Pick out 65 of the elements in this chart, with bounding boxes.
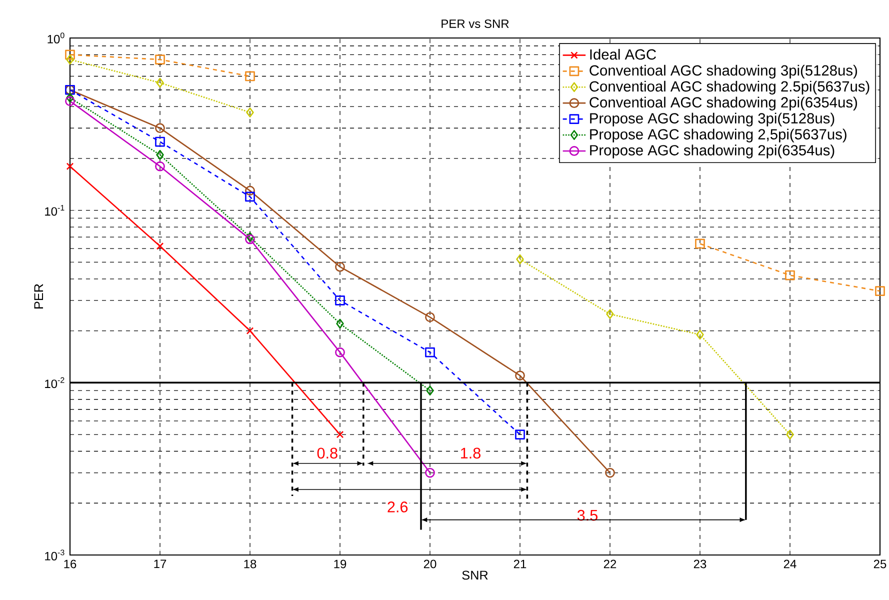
point bbox=[335, 296, 345, 306]
y-tick-label: 10$^{0}$ bbox=[48, 32, 64, 44]
point bbox=[785, 270, 795, 280]
point bbox=[156, 150, 164, 160]
legend-label: Ideal AGC bbox=[590, 48, 656, 60]
x-tick-label: 18 bbox=[244, 560, 256, 568]
x-tick-label: 19 bbox=[334, 560, 346, 568]
point bbox=[65, 50, 75, 60]
annotation: 1.8 bbox=[461, 448, 480, 459]
legend-label: Propose AGC shadowing 2,5pi(5637us) bbox=[590, 128, 846, 142]
point bbox=[696, 330, 704, 340]
y-tick-label: 10$^{-1}$ bbox=[45, 204, 64, 216]
point bbox=[246, 232, 254, 242]
point bbox=[786, 430, 794, 440]
point bbox=[336, 430, 344, 438]
point bbox=[156, 242, 164, 250]
y-tick-label: 10$^{-2}$ bbox=[45, 377, 64, 388]
x-tick-label: 16 bbox=[64, 560, 76, 568]
point bbox=[605, 468, 615, 478]
point bbox=[155, 54, 165, 64]
chart-title: PER vs SNR bbox=[442, 19, 509, 28]
point bbox=[335, 262, 345, 272]
point bbox=[425, 347, 435, 358]
legend-label: Propose AGC shadowing 2pi(6354us) bbox=[590, 144, 834, 158]
point bbox=[515, 430, 525, 440]
x-tick-label: 25 bbox=[874, 560, 886, 568]
point bbox=[425, 468, 435, 478]
legend-label: Conventioal AGC shadowing 2pi(6354us) bbox=[590, 96, 857, 110]
point bbox=[246, 327, 254, 334]
point bbox=[515, 370, 525, 380]
x-tick-label: 24 bbox=[784, 560, 796, 568]
point bbox=[66, 54, 74, 64]
legend-label: Propose AGC shadowing 3pi(5128us) bbox=[590, 112, 834, 126]
point bbox=[245, 186, 255, 196]
point bbox=[425, 312, 435, 322]
point bbox=[516, 254, 524, 264]
point bbox=[336, 318, 344, 329]
x-tick-label: 23 bbox=[694, 560, 706, 568]
point bbox=[245, 71, 255, 82]
point bbox=[875, 286, 885, 296]
point bbox=[335, 347, 345, 358]
x-tick-label: 21 bbox=[514, 560, 526, 568]
point bbox=[155, 136, 165, 147]
legend-label: Conventioal AGC shadowing 2.5pi(5637us) bbox=[590, 80, 870, 94]
point bbox=[245, 234, 255, 244]
annotation: 2.6 bbox=[388, 502, 408, 512]
point bbox=[426, 386, 434, 396]
point bbox=[66, 92, 74, 103]
point bbox=[695, 238, 705, 249]
annotation: 0.8 bbox=[317, 448, 338, 459]
point bbox=[245, 192, 255, 202]
point bbox=[246, 107, 254, 118]
legend-label: Conventioal AGC shadowing 3pi(5128us) bbox=[590, 64, 857, 79]
x-tick-label: 20 bbox=[424, 560, 436, 568]
x-tick-label: 22 bbox=[604, 560, 616, 568]
x-axis-title: SNR bbox=[462, 570, 488, 580]
y-tick-label: 10$^{-3}$ bbox=[45, 550, 64, 560]
x-tick-label: 17 bbox=[154, 560, 166, 568]
point bbox=[155, 161, 165, 172]
point bbox=[156, 78, 164, 88]
point bbox=[155, 123, 165, 134]
point bbox=[65, 96, 75, 106]
point bbox=[66, 162, 74, 170]
point bbox=[606, 309, 614, 320]
y-axis-title: PER bbox=[34, 284, 44, 308]
